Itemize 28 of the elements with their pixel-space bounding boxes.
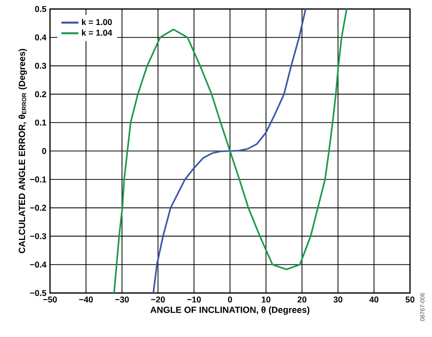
line-series [113,8,348,293]
x-tick-label: −10 [187,296,201,303]
y-tick-label: −0.4 [30,262,46,268]
legend-label: k = 1.04 [82,29,112,36]
y-tick-label: 0.2 [35,91,46,98]
y-tick-label: −0.5 [30,290,46,296]
x-tick-label: 40 [369,296,378,303]
x-tick-label: 30 [333,296,342,303]
y-tick-label: −0.2 [30,204,46,211]
x-tick-label: 20 [298,296,306,303]
y-tick-label: −0.1 [30,176,46,182]
x-tick-label: 0 [228,296,232,303]
legend-label: k = 1.00 [82,18,112,26]
y-tick-label: 0 [42,148,46,154]
x-tick-label: −40 [79,296,93,303]
y-tick-label: 0.1 [35,120,46,126]
x-tick-label: −20 [151,296,165,303]
x-axis-title: ANGLE OF INCLINATION, θ (Degrees) [150,306,310,315]
y-tick-label: 0.5 [35,6,46,12]
x-tick-label: −50 [43,296,57,303]
x-tick-label: 50 [406,296,414,303]
y-tick-label: −0.3 [30,233,46,240]
x-tick-label: 10 [262,296,270,303]
y-tick-label: 0.4 [35,34,46,40]
y-tick-label: 0.3 [35,62,46,69]
x-tick-label: −30 [115,296,129,303]
line-series [152,8,306,293]
y-axis-title: CALCULATED ANGLE ERROR, θ$_{ERROR}$ (Degrees) [18,48,27,254]
